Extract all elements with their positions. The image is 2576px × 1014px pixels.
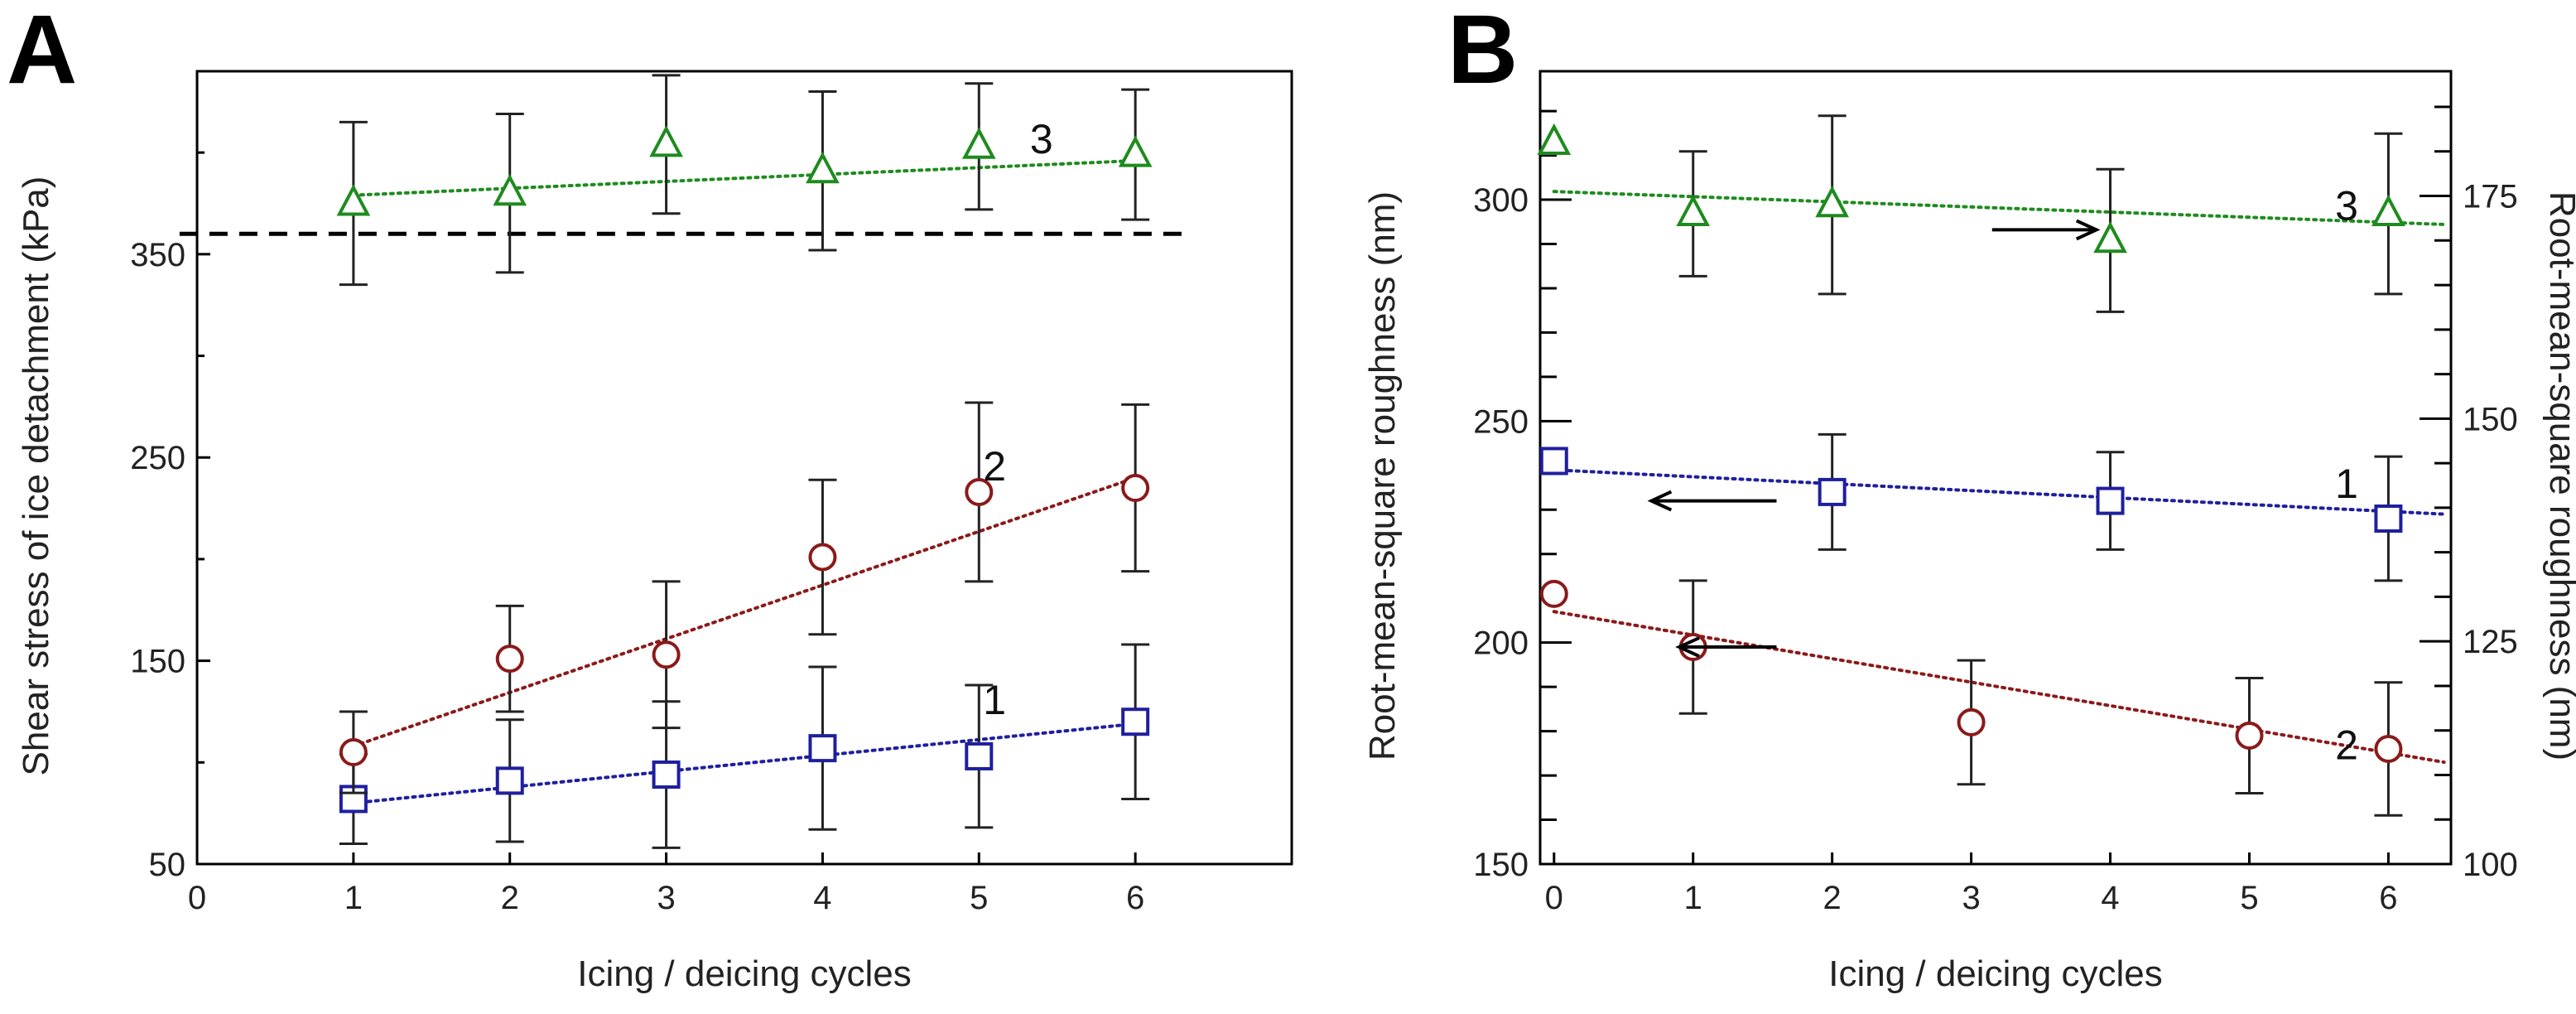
series-b-3: 3 — [1537, 114, 2446, 313]
y-tick-label-left-b: 150 — [1473, 847, 1529, 883]
series-label-a-1: 1 — [983, 677, 1006, 723]
y-tick-label-right-b: 100 — [2463, 847, 2518, 883]
panel-letter-a: A — [7, 0, 77, 104]
series-a-3: 3 — [336, 74, 1153, 287]
data-point-a-3 — [806, 151, 840, 184]
data-point-a-3 — [649, 125, 683, 157]
y-tick-label-a: 150 — [130, 644, 185, 680]
y-axis-title-left-b: Root-mean-square roughness (nm) — [1362, 191, 1403, 760]
data-point-b-3 — [2371, 194, 2405, 227]
x-axis-title-b: Icing / deicing cycles — [1828, 954, 2163, 994]
data-point-a-2 — [1121, 474, 1150, 503]
x-tick-label-b: 3 — [1962, 880, 1980, 916]
axis-arrow-b-1-head — [1647, 490, 1673, 512]
y-tick-label-a: 50 — [149, 847, 186, 883]
x-tick-label-b: 4 — [2101, 880, 2119, 916]
data-point-a-3 — [1118, 135, 1153, 167]
x-tick-label-a: 4 — [813, 880, 831, 916]
x-tick-label-b: 1 — [1684, 880, 1702, 916]
data-point-a-1 — [1121, 707, 1150, 736]
x-tick-label-a: 6 — [1126, 880, 1144, 916]
data-point-a-2 — [652, 640, 681, 669]
y-tick-label-a: 250 — [130, 440, 185, 476]
series-a-2: 2 — [339, 401, 1150, 794]
y-tick-label-left-b: 300 — [1473, 182, 1529, 219]
x-tick-label-b: 5 — [2240, 880, 2258, 916]
x-tick-label-a: 3 — [657, 880, 675, 916]
data-point-a-1 — [965, 741, 994, 770]
panel-letter-b: B — [1447, 0, 1518, 104]
y-tick-label-a: 350 — [130, 237, 185, 273]
trend-line-a-1 — [351, 722, 1138, 805]
axis-arrow-b-3 — [1991, 219, 2101, 241]
y-axis-title-right-b: Root-mean-square roughness (nm) — [2542, 191, 2576, 760]
x-tick-label-a: 1 — [344, 880, 363, 916]
trend-line-b-3 — [1552, 190, 2446, 226]
y-tick-label-right-b: 150 — [2463, 401, 2518, 437]
series-b-2: 2 — [1539, 579, 2446, 817]
series-label-b-2: 2 — [2335, 722, 2358, 769]
data-point-a-2 — [495, 645, 524, 674]
y-tick-label-right-b: 175 — [2463, 179, 2518, 215]
plot-frame-b — [1538, 70, 2453, 866]
series-b-1: 1 — [1539, 432, 2446, 582]
trend-line-a-3 — [351, 158, 1138, 197]
data-point-a-1 — [495, 766, 524, 795]
chart-panel-b: 0 1 2 3 4 5 6 150 200 250 300 100 125 150 175 Icing / d… — [1362, 70, 2576, 994]
data-point-a-3 — [493, 173, 527, 206]
axis-arrow-b-1 — [1647, 490, 1777, 512]
data-point-b-3 — [1676, 194, 1711, 227]
x-tick-label-b: 6 — [2379, 880, 2397, 916]
data-point-b-1 — [2096, 486, 2125, 515]
data-point-a-3 — [336, 184, 371, 216]
chart-panel-a: 0 1 2 3 4 5 6 50 150 250 350 Icing / deicing cycles… — [16, 70, 1293, 994]
data-point-a-2 — [339, 738, 368, 767]
y-tick-label-left-b: 200 — [1473, 625, 1529, 662]
data-point-a-1 — [652, 760, 681, 789]
series-label-b-1: 1 — [2335, 461, 2358, 507]
data-point-b-1 — [2374, 504, 2403, 533]
axis-arrow-b-3-head — [2075, 219, 2101, 241]
data-point-b-3 — [1537, 123, 1572, 156]
axis-arrow-b-2-head — [1675, 636, 1700, 658]
data-point-a-2 — [808, 543, 837, 572]
data-point-b-2 — [2374, 734, 2403, 763]
axis-arrow-b-2 — [1675, 636, 1777, 658]
trend-line-b-1 — [1552, 468, 2446, 516]
x-tick-label-a: 5 — [970, 880, 988, 916]
series-label-a-3: 3 — [1030, 116, 1053, 162]
x-tick-label-a: 0 — [188, 880, 206, 916]
series-label-a-2: 2 — [983, 443, 1006, 490]
data-point-b-2 — [1957, 707, 1986, 736]
series-label-b-3: 3 — [2335, 182, 2358, 229]
data-point-b-2 — [2235, 721, 2264, 750]
x-axis-title-a: Icing / deicing cycles — [577, 954, 912, 994]
y-tick-label-left-b: 250 — [1473, 403, 1529, 440]
x-tick-label-b: 0 — [1545, 880, 1563, 916]
data-point-b-3 — [1815, 186, 1849, 218]
data-point-b-1 — [1539, 447, 1568, 476]
trend-line-a-2 — [351, 476, 1138, 748]
data-point-b-1 — [1818, 477, 1847, 506]
data-point-a-1 — [339, 785, 368, 814]
data-point-a-2 — [965, 477, 994, 506]
data-point-b-3 — [2093, 221, 2127, 254]
plot-frame-a — [195, 70, 1293, 866]
series-a-1: 1 — [339, 643, 1150, 849]
y-tick-label-right-b: 125 — [2463, 624, 2518, 660]
data-point-b-2 — [1539, 579, 1568, 608]
x-tick-label-a: 2 — [501, 880, 519, 916]
y-axis-title-a: Shear stress of ice detachment (kPa) — [16, 176, 56, 776]
data-point-a-1 — [808, 734, 837, 763]
data-point-a-3 — [961, 127, 996, 159]
x-tick-label-b: 2 — [1823, 880, 1842, 916]
